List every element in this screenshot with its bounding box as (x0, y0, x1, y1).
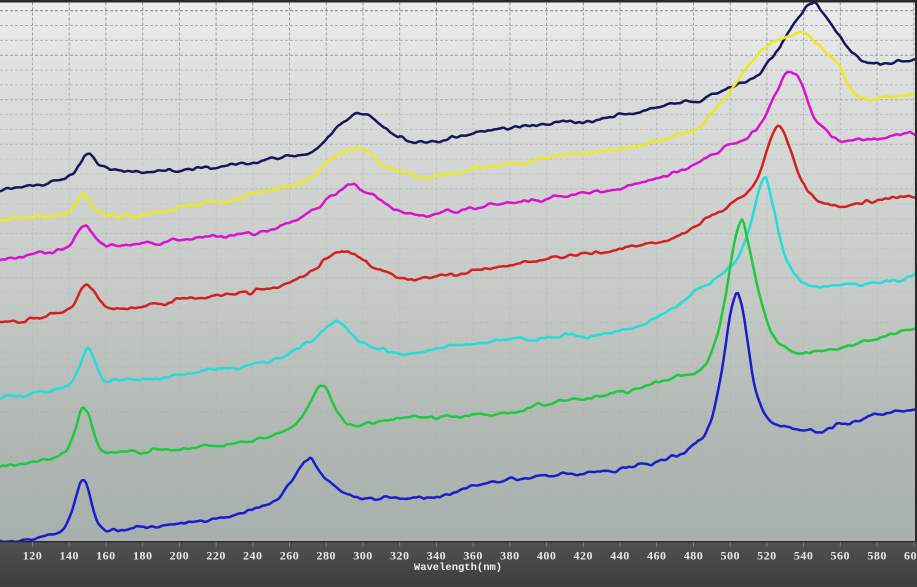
svg-text:480: 480 (684, 549, 704, 563)
svg-text:160: 160 (96, 549, 116, 563)
svg-text:260: 260 (280, 549, 300, 563)
svg-text:240: 240 (243, 549, 263, 563)
svg-text:460: 460 (647, 549, 667, 563)
svg-text:360: 360 (463, 549, 483, 563)
svg-text:440: 440 (610, 549, 630, 563)
svg-text:200: 200 (170, 549, 190, 563)
svg-text:300: 300 (353, 549, 373, 563)
svg-text:Wavelength(nm): Wavelength(nm) (414, 562, 502, 574)
svg-text:400: 400 (537, 549, 557, 563)
svg-text:600: 600 (904, 549, 917, 563)
svg-text:120: 120 (23, 549, 43, 563)
svg-text:140: 140 (59, 549, 79, 563)
svg-text:580: 580 (867, 549, 887, 563)
svg-text:340: 340 (427, 549, 447, 563)
svg-text:280: 280 (317, 549, 337, 563)
svg-text:380: 380 (500, 549, 520, 563)
svg-text:180: 180 (133, 549, 153, 563)
svg-text:560: 560 (831, 549, 851, 563)
svg-text:320: 320 (390, 549, 410, 563)
svg-text:500: 500 (720, 549, 740, 563)
svg-text:540: 540 (794, 549, 814, 563)
svg-text:420: 420 (574, 549, 594, 563)
svg-text:220: 220 (206, 549, 226, 563)
svg-text:520: 520 (757, 549, 777, 563)
